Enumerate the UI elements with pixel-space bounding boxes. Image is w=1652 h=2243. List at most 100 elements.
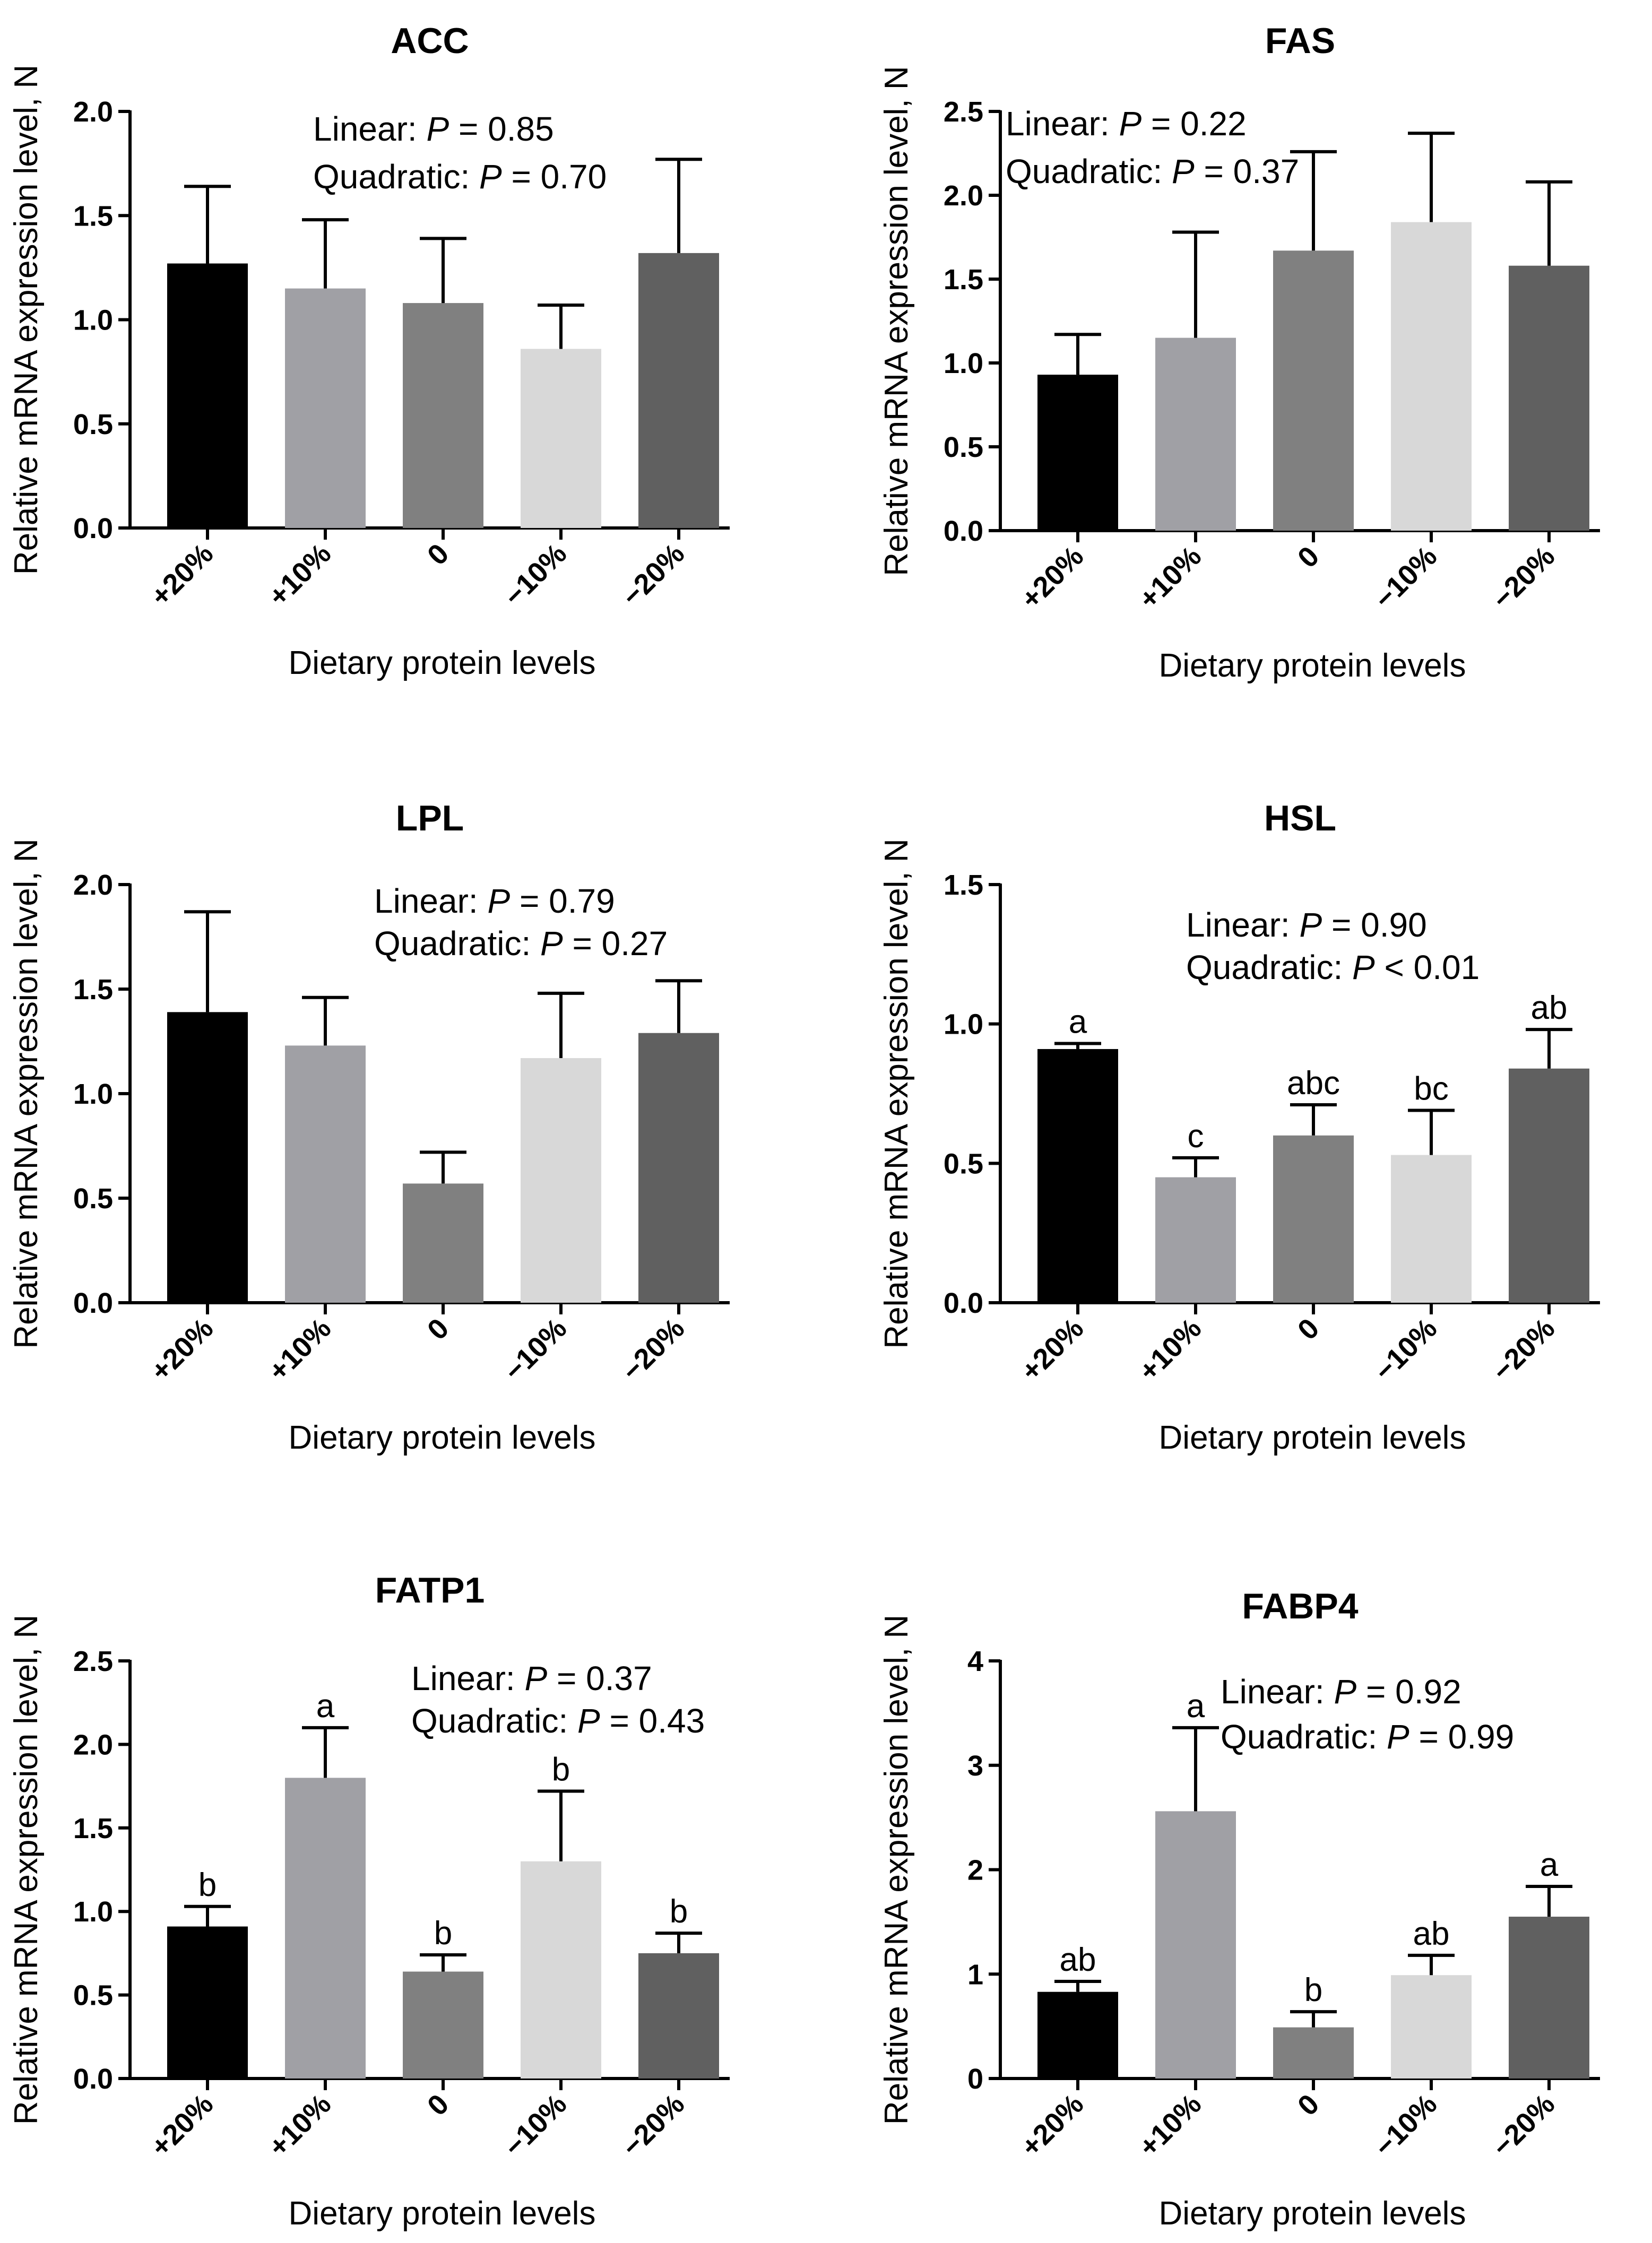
bar-5 xyxy=(1509,1917,1589,2079)
bar-1 xyxy=(1037,1049,1118,1303)
bar-1 xyxy=(167,1012,248,1303)
chart-panel-acc: ACC 0.0 0.5 1.0 1.5 2.0 Relative mRNA expressi… xyxy=(8,21,730,681)
x-tick-label: −10% xyxy=(1368,1312,1443,1387)
x-tick-label: −10% xyxy=(498,1312,573,1387)
x-tick-label: +20% xyxy=(144,1312,219,1387)
x-tick-label: −10% xyxy=(1368,2088,1443,2163)
y-axis-label: Relative mRNA expression level, N xyxy=(8,65,45,575)
significance-letter: ab xyxy=(1531,990,1568,1026)
significance-letter: b xyxy=(434,1915,452,1952)
y-tick-label: 0.5 xyxy=(944,1148,983,1180)
y-tick-label: 4 xyxy=(967,1646,983,1677)
linear-p-annotation: Linear: P = 0.90 xyxy=(1186,906,1427,944)
significance-letter: ab xyxy=(1060,1942,1096,1978)
y-axis-label: Relative mRNA expression level, N xyxy=(8,838,45,1348)
x-tick-label: +10% xyxy=(262,1312,337,1387)
y-tick-label: 0.0 xyxy=(73,513,113,544)
y-tick-label: 0.5 xyxy=(944,431,983,463)
y-axis-label: Relative mRNA expression level, N xyxy=(878,66,915,576)
x-tick-label: −10% xyxy=(1368,540,1443,615)
chart-title: HSL xyxy=(1264,798,1336,838)
y-tick-label: 0.5 xyxy=(73,1183,113,1215)
bar-2 xyxy=(285,1778,366,2079)
bar-3 xyxy=(403,303,483,528)
x-axis-label: Dietary protein levels xyxy=(1159,647,1466,684)
bar-4 xyxy=(521,349,601,528)
quadratic-p-annotation: Quadratic: P = 0.99 xyxy=(1221,1718,1514,1756)
bar-2 xyxy=(1155,337,1236,531)
bar-4 xyxy=(521,1861,601,2079)
x-tick-label: +20% xyxy=(1015,540,1089,615)
chart-panel-fabp4: FABP4 0 1 2 3 4 Relative mRNA expression level… xyxy=(878,1586,1600,2232)
significance-letter: a xyxy=(316,1688,335,1725)
y-tick-label: 1.0 xyxy=(73,1078,113,1110)
x-tick-label: −20% xyxy=(1486,2088,1561,2163)
x-tick-label: +20% xyxy=(1015,2088,1089,2163)
chart-title: LPL xyxy=(396,798,464,838)
linear-p-annotation: Linear: P = 0.22 xyxy=(1006,105,1247,143)
y-tick-label: 3 xyxy=(967,1750,983,1782)
y-tick-label: 2.0 xyxy=(944,180,983,212)
chart-title: ACC xyxy=(391,21,469,61)
chart-panel-hsl: HSL 0.0 0.5 1.0 1.5 Relative mRNA expression … xyxy=(878,798,1600,1456)
chart-title: FAS xyxy=(1265,21,1335,61)
x-tick-label: +20% xyxy=(144,2088,219,2163)
x-axis-label: Dietary protein levels xyxy=(289,1419,596,1456)
significance-letter: ab xyxy=(1413,1916,1450,1952)
y-tick-label: 1.0 xyxy=(944,1009,983,1041)
x-tick-label: −10% xyxy=(498,538,573,612)
quadratic-p-annotation: Quadratic: P = 0.43 xyxy=(411,1702,705,1740)
linear-p-annotation: Linear: P = 0.85 xyxy=(313,110,554,148)
x-tick-label: +10% xyxy=(1132,2088,1207,2163)
x-axis-label: Dietary protein levels xyxy=(289,645,596,681)
y-tick-label: 0 xyxy=(967,2063,983,2095)
bar-3 xyxy=(1273,2027,1354,2079)
significance-letter: bc xyxy=(1414,1071,1448,1107)
bar-2 xyxy=(1155,1811,1236,2079)
y-tick-label: 0.0 xyxy=(944,515,983,547)
x-tick-label: −20% xyxy=(616,2088,690,2163)
bar-4 xyxy=(1391,222,1472,531)
bar-5 xyxy=(638,1953,719,2079)
x-tick-label: +20% xyxy=(144,538,219,612)
linear-p-annotation: Linear: P = 0.79 xyxy=(374,882,615,920)
y-tick-label: 1.0 xyxy=(73,1896,113,1928)
y-tick-label: 0.0 xyxy=(944,1287,983,1319)
linear-p-annotation: Linear: P = 0.37 xyxy=(411,1659,652,1698)
bar-5 xyxy=(1509,265,1589,531)
y-axis-label: Relative mRNA expression level, N xyxy=(878,1615,915,2125)
y-tick-label: 1.0 xyxy=(73,305,113,336)
x-tick-label: 0 xyxy=(421,538,455,571)
y-tick-label: 2 xyxy=(967,1855,983,1886)
bar-1 xyxy=(167,263,248,528)
quadratic-p-annotation: Quadratic: P < 0.01 xyxy=(1186,948,1480,986)
x-tick-label: −20% xyxy=(616,1312,690,1387)
bar-4 xyxy=(521,1058,601,1303)
y-tick-label: 0.5 xyxy=(73,409,113,440)
x-tick-label: +10% xyxy=(1132,1312,1207,1387)
x-tick-label: +10% xyxy=(1132,540,1207,615)
quadratic-p-annotation: Quadratic: P = 0.27 xyxy=(374,924,668,963)
bar-4 xyxy=(1391,1975,1472,2079)
x-tick-label: −10% xyxy=(498,2088,573,2163)
significance-letter: b xyxy=(552,1752,570,1788)
bar-5 xyxy=(638,253,719,528)
bar-2 xyxy=(1155,1177,1236,1303)
chart-panel-fas: FAS 0.0 0.5 1.0 1.5 2.0 2.5 Relative mRNA expre… xyxy=(878,21,1600,684)
x-axis-label: Dietary protein levels xyxy=(1159,1419,1466,1456)
y-tick-label: 1.5 xyxy=(944,869,983,901)
x-tick-label: 0 xyxy=(421,2088,455,2122)
y-tick-label: 2.5 xyxy=(73,1646,113,1677)
bar-1 xyxy=(167,1926,248,2079)
y-tick-label: 1.5 xyxy=(73,1813,113,1844)
quadratic-p-annotation: Quadratic: P = 0.70 xyxy=(313,158,607,196)
bar-3 xyxy=(1273,250,1354,531)
y-tick-label: 0.5 xyxy=(73,1980,113,2012)
x-tick-label: 0 xyxy=(1292,540,1326,574)
x-tick-label: −20% xyxy=(1486,1312,1561,1387)
linear-p-annotation: Linear: P = 0.92 xyxy=(1221,1673,1461,1711)
chart-title: FATP1 xyxy=(375,1570,485,1610)
bar-5 xyxy=(638,1033,719,1303)
